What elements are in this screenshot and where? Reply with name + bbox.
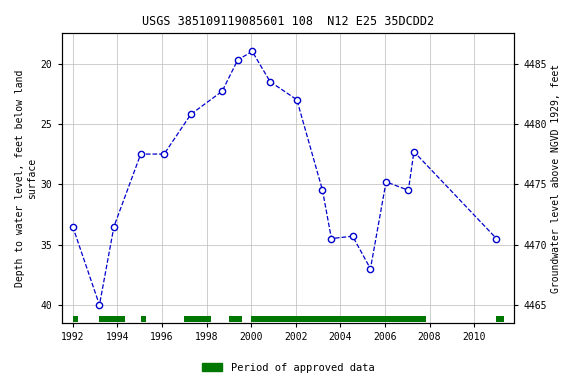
Bar — [73, 316, 78, 322]
Bar — [497, 316, 504, 322]
Bar — [141, 316, 146, 322]
Bar — [100, 316, 125, 322]
Y-axis label: Depth to water level, feet below land
surface: Depth to water level, feet below land su… — [15, 70, 37, 287]
Y-axis label: Groundwater level above NGVD 1929, feet: Groundwater level above NGVD 1929, feet — [551, 64, 561, 293]
Title: USGS 385109119085601 108  N12 E25 35DCDD2: USGS 385109119085601 108 N12 E25 35DCDD2 — [142, 15, 434, 28]
Legend: Period of approved data: Period of approved data — [198, 359, 378, 377]
Bar — [184, 316, 211, 322]
Bar — [229, 316, 242, 322]
Bar — [251, 316, 426, 322]
